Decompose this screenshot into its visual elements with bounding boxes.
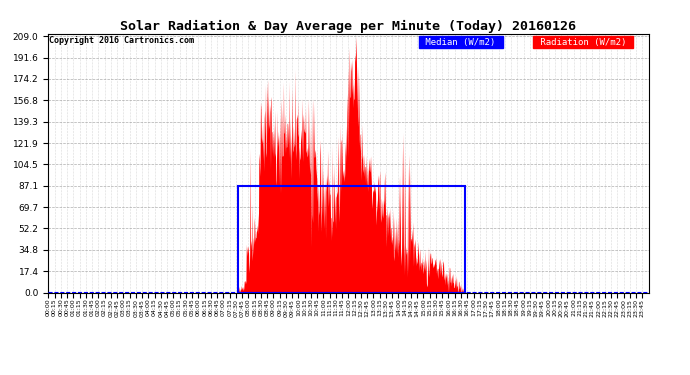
Text: Copyright 2016 Cartronics.com: Copyright 2016 Cartronics.com [49,36,194,45]
Title: Solar Radiation & Day Average per Minute (Today) 20160126: Solar Radiation & Day Average per Minute… [121,20,576,33]
Text: Radiation (W/m2): Radiation (W/m2) [535,38,631,46]
Bar [238,186,465,292]
Text: Median (W/m2): Median (W/m2) [420,38,501,46]
